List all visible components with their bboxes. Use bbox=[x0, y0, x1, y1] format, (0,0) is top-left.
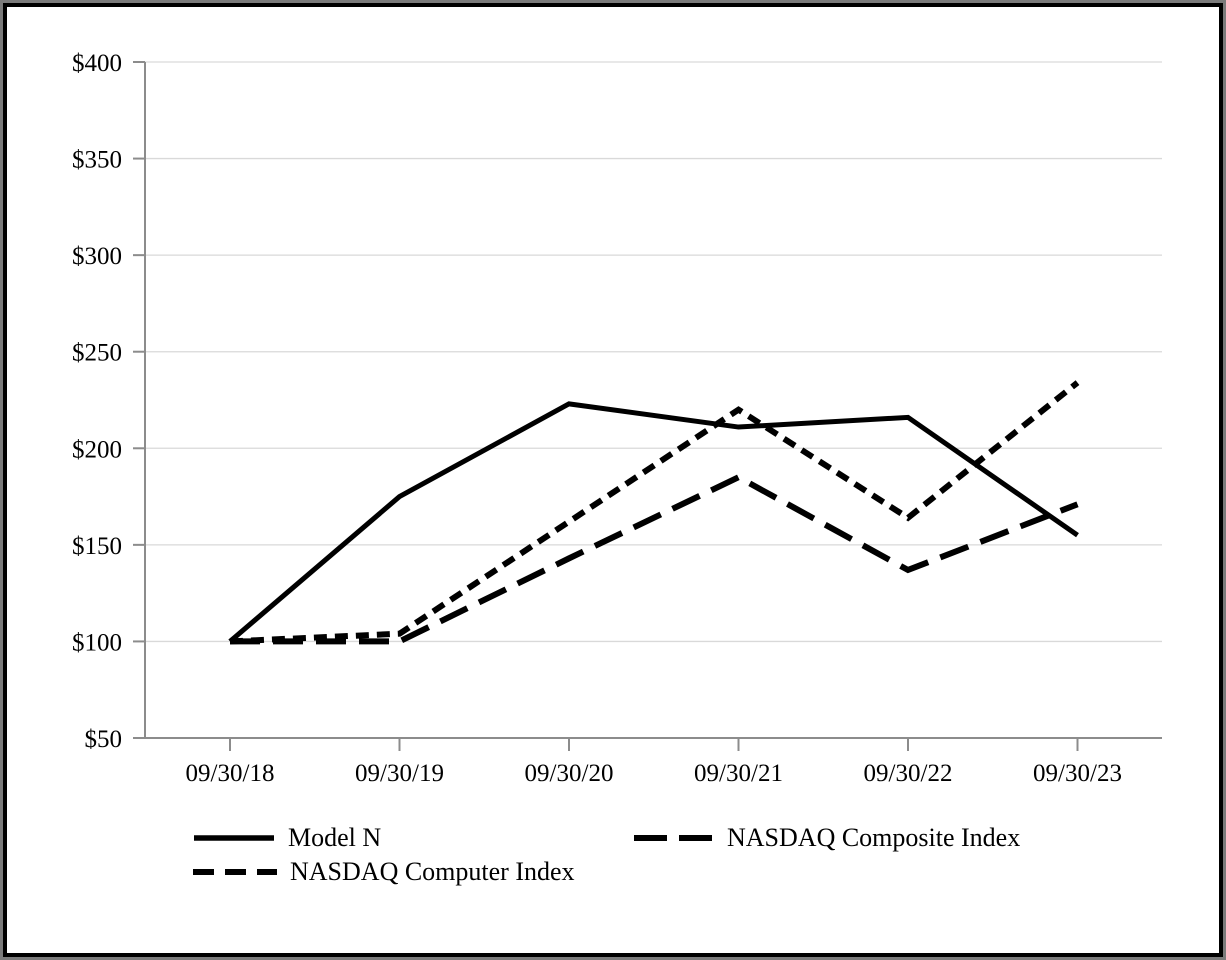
series-line-nasdaq-computer-index bbox=[229, 380, 1080, 645]
legend-item-nasdaq-composite-index: NASDAQ Composite Index bbox=[634, 824, 1020, 852]
series-lines bbox=[228, 380, 1080, 645]
y-tick-label: $250 bbox=[72, 340, 122, 367]
x-tick-label: 09/30/21 bbox=[694, 760, 783, 787]
x-tick-label: 09/30/22 bbox=[864, 760, 953, 787]
y-tick-label: $400 bbox=[72, 50, 122, 77]
legend-label-nasdaq-computer-index: NASDAQ Computer Index bbox=[290, 857, 575, 886]
y-tick-label: $300 bbox=[72, 243, 122, 270]
y-tick-label: $50 bbox=[85, 726, 123, 753]
legend-solid-line-swatch bbox=[194, 835, 274, 841]
legend-long-dash-line-swatch bbox=[634, 835, 714, 841]
legend-short-dash-line-swatch bbox=[193, 869, 277, 875]
x-tick-label: 09/30/18 bbox=[186, 760, 275, 787]
axes bbox=[144, 62, 1162, 739]
y-tick-label: $350 bbox=[72, 147, 122, 174]
x-tick-label: 09/30/20 bbox=[525, 760, 614, 787]
legend-label-model-n: Model N bbox=[288, 823, 382, 852]
x-axis-ticks: 09/30/18 09/30/19 09/30/20 09/30/21 09/30/22… bbox=[186, 738, 1122, 787]
y-tick-label: $200 bbox=[72, 436, 122, 463]
series-line-nasdaq-composite-index bbox=[230, 473, 1079, 645]
y-axis-ticks: $50 $100 $150 $200 $250 $300 $350 $400 bbox=[72, 50, 145, 753]
gridlines bbox=[145, 61, 1162, 643]
legend-item-nasdaq-computer-index: NASDAQ Computer Index bbox=[193, 858, 575, 886]
legend-item-model-n: Model N bbox=[193, 824, 381, 852]
x-tick-label: 09/30/19 bbox=[355, 760, 444, 787]
y-tick-label: $100 bbox=[72, 629, 122, 656]
legend-label-nasdaq-composite-index: NASDAQ Composite Index bbox=[727, 823, 1021, 852]
x-tick-label: 09/30/23 bbox=[1033, 760, 1122, 787]
series-line-model-n bbox=[228, 401, 1079, 644]
y-tick-label: $150 bbox=[72, 533, 122, 560]
